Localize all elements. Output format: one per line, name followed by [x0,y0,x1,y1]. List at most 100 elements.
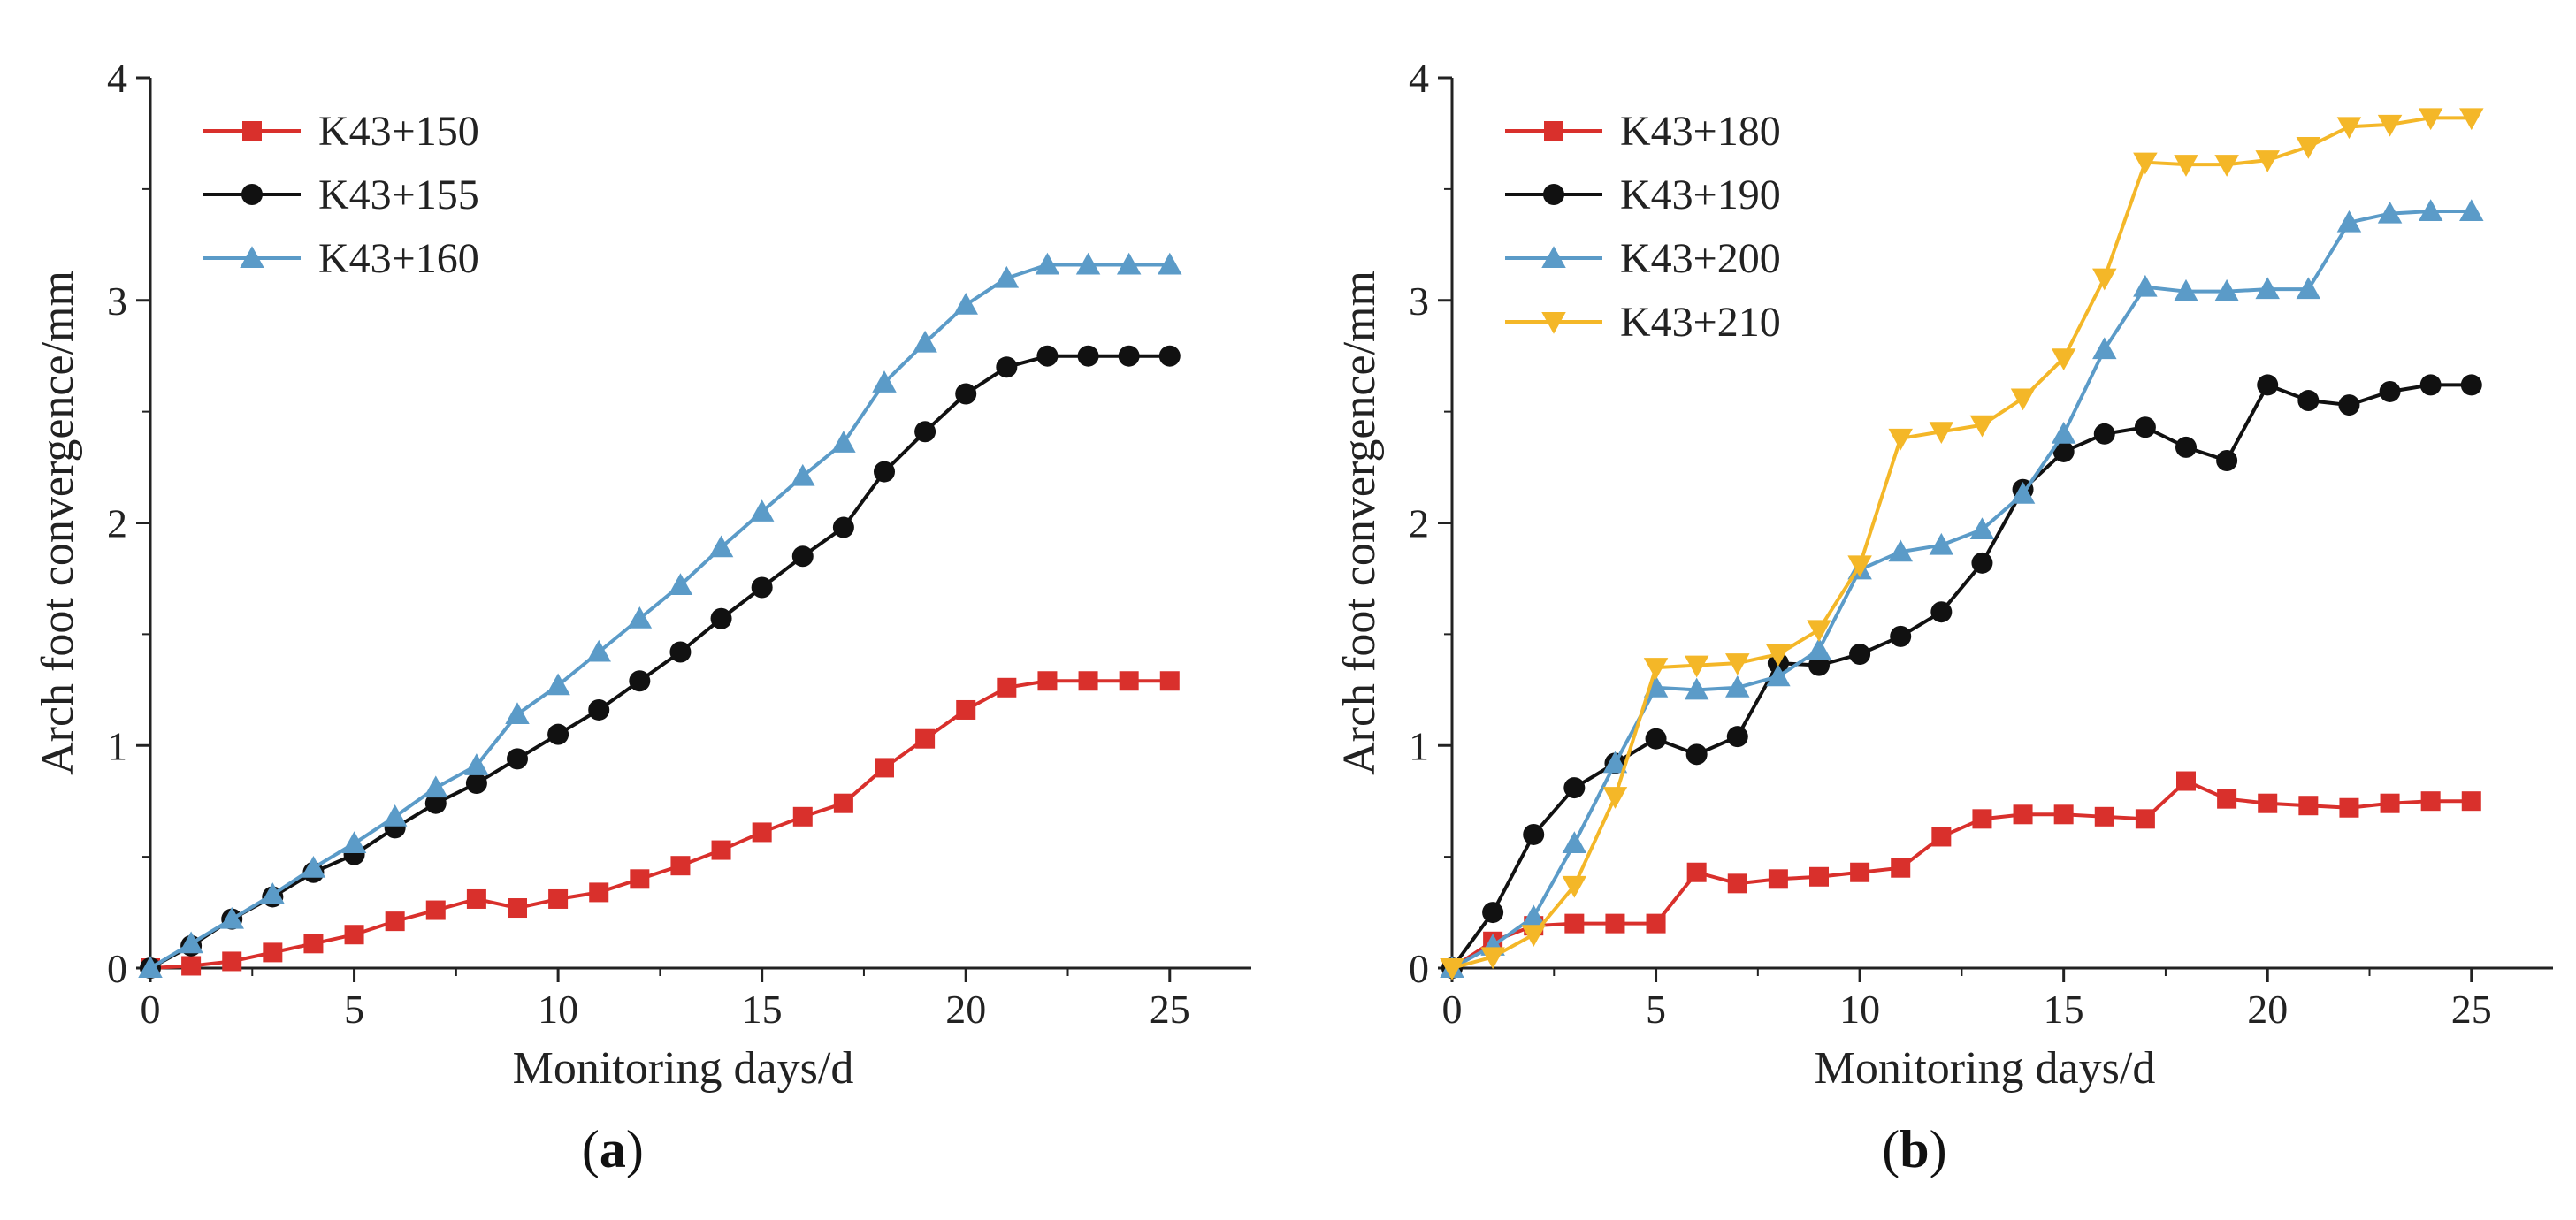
data-point [997,677,1017,698]
data-point [2176,771,2196,791]
data-point [546,673,570,696]
data-point [2053,804,2074,825]
data-point [1564,913,1585,934]
data-point [2133,274,2158,297]
data-point [507,748,528,770]
data-point [2052,440,2075,462]
data-point [2298,796,2319,816]
y-axis-label: Arch foot convergence/mm [1334,271,1385,775]
data-point [1646,913,1666,934]
data-point [956,699,976,720]
series-line [1450,382,2472,970]
data-point [994,265,1020,288]
data-point [2092,268,2117,291]
series-K43+155 [140,345,1181,979]
data-point [2379,380,2401,402]
data-point [2175,436,2197,458]
data-point [260,882,286,904]
data-point [2010,482,2036,504]
y-tick-label: 1 [1409,723,1429,768]
data-point [1523,823,1545,845]
legend-marker [1541,312,1566,334]
data-point [627,606,653,629]
legend-entry: K43+160 [203,235,479,282]
panel-b: 0 5 10 15 20 25 0 1 2 3 4 Monitoring days/d Arch foo… [1334,56,2553,1178]
data-point [1562,875,1587,898]
data-point [1847,555,1872,578]
data-point [1807,637,1831,660]
legend: K43+150 K43+155 K43+160 [203,108,479,282]
data-point [179,931,203,954]
data-point [2297,390,2320,412]
data-point [1075,252,1101,275]
data-point [1119,671,1139,691]
data-point [1480,947,1505,970]
data-point [1766,664,1791,687]
data-point [2420,791,2441,812]
data-point [508,898,527,919]
data-point [711,840,731,860]
data-point [1850,862,1870,882]
data-point [2174,155,2198,177]
panel-label: (b) [1882,1120,1946,1178]
data-point [1969,517,1995,540]
legend-label: K43+180 [1620,108,1781,155]
data-point [303,934,324,954]
data-point [1929,532,1954,555]
legend-entry: K43+180 [1505,108,1781,155]
data-point [1930,601,1953,623]
legend-marker [1544,121,1563,141]
data-point [1686,862,1707,882]
data-point [2336,117,2362,140]
data-point [2214,155,2239,177]
data-point [1725,653,1750,675]
data-point [425,900,446,920]
data-point [1521,925,1546,947]
data-point [2377,201,2403,224]
legend-entry: K43+200 [1505,235,1781,282]
data-point [2093,423,2115,445]
data-point [219,906,244,929]
data-point [2135,809,2155,829]
data-point [2380,793,2400,813]
data-point [263,942,283,963]
data-point [915,728,936,749]
data-point [2459,108,2484,131]
x-axis-label: Monitoring days/d [1815,1043,2156,1094]
data-point [833,793,853,813]
data-point [1116,252,1142,275]
data-point [2255,150,2280,172]
y-tick-label: 2 [1409,501,1429,546]
data-point [1562,831,1587,854]
data-point [996,356,1018,378]
x-tick-label: 15 [742,987,783,1032]
data-point [1685,743,1708,766]
data-point [1929,422,1954,445]
y-tick-label: 0 [1409,946,1429,991]
data-point [2051,422,2076,444]
data-point [1931,827,1952,847]
series-line [149,679,1170,970]
data-point [464,753,489,775]
legend-label: K43+155 [318,172,479,218]
data-point [1725,675,1750,698]
y-tick-label: 0 [107,946,127,991]
data-point [752,822,772,843]
data-point [1726,726,1748,748]
data-point [2013,804,2033,825]
data-point [708,535,734,558]
data-point [424,792,447,814]
data-point [1521,904,1546,927]
data-point [1482,902,1504,924]
data-point [2134,416,2156,438]
data-point [1035,252,1060,275]
data-point [2217,789,2237,809]
data-point [1036,345,1059,367]
data-point [955,383,977,405]
data-point [913,330,937,353]
legend-label: K43+210 [1620,299,1781,346]
series-line [1451,116,2472,970]
legend-entry: K43+150 [203,108,479,155]
data-point [630,869,650,889]
y-tick-label: 3 [107,278,127,324]
